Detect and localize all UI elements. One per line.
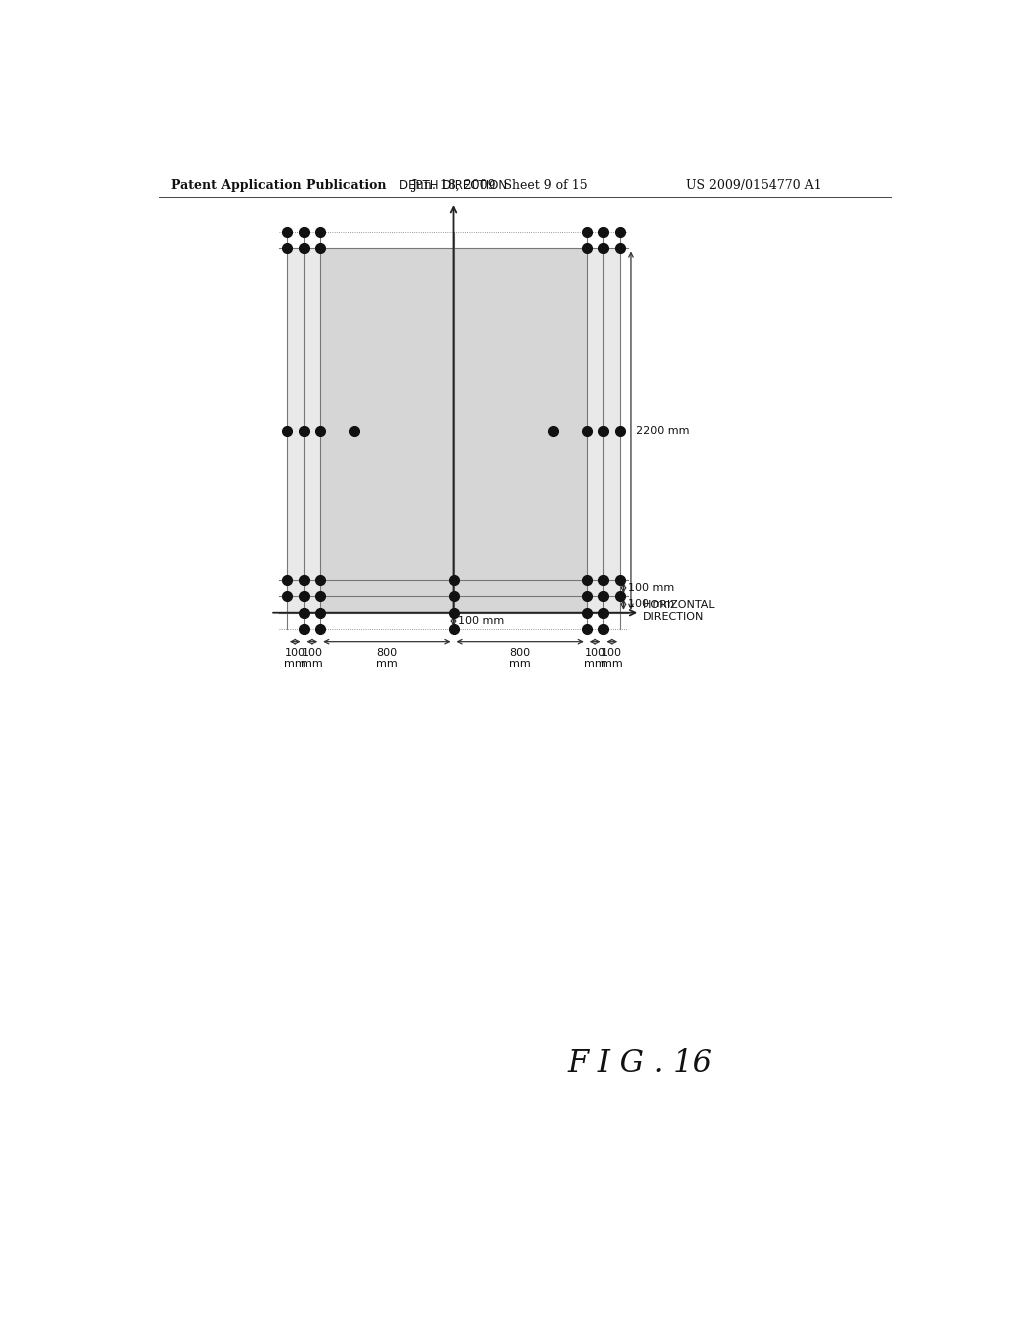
Text: 100 mm: 100 mm — [458, 616, 505, 626]
Text: 100
mm: 100 mm — [585, 648, 606, 669]
Text: 800
mm: 800 mm — [509, 648, 531, 669]
Bar — [587, 248, 621, 612]
Text: 100
mm: 100 mm — [285, 648, 306, 669]
Text: 800
mm: 800 mm — [376, 648, 397, 669]
Text: HORIZONTAL
DIRECTION: HORIZONTAL DIRECTION — [643, 601, 715, 622]
Text: 100 mm: 100 mm — [628, 599, 675, 610]
Text: Jun. 18, 2009  Sheet 9 of 15: Jun. 18, 2009 Sheet 9 of 15 — [411, 178, 588, 191]
Text: 100
mm: 100 mm — [301, 648, 323, 669]
Text: US 2009/0154770 A1: US 2009/0154770 A1 — [686, 178, 821, 191]
Text: 100 mm: 100 mm — [628, 583, 675, 593]
Text: 2200 mm: 2200 mm — [636, 425, 689, 436]
Text: 100
mm: 100 mm — [601, 648, 623, 669]
Text: Patent Application Publication: Patent Application Publication — [171, 178, 386, 191]
Text: DEPTH DIRECTION: DEPTH DIRECTION — [399, 180, 508, 193]
Bar — [321, 248, 587, 612]
Bar — [287, 248, 321, 612]
Text: F I G . 16: F I G . 16 — [567, 1048, 712, 1078]
